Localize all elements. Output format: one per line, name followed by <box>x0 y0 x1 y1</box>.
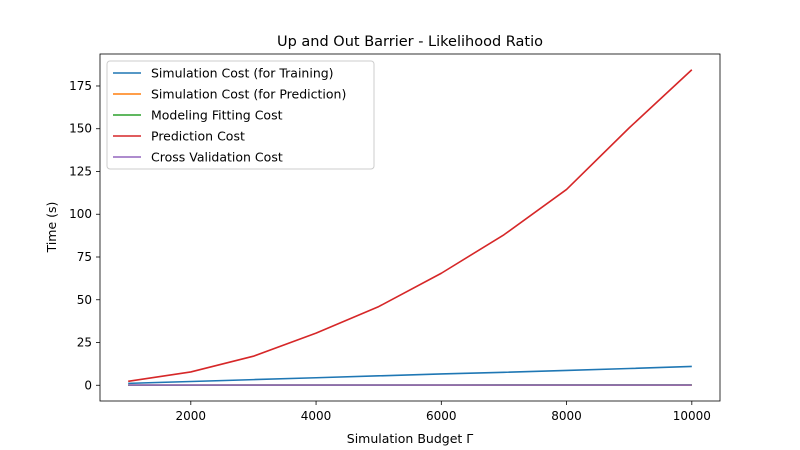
series-line-0 <box>128 365 692 385</box>
series-line-3 <box>128 69 693 383</box>
x-axis: 2000 4000 6000 8000 10000 <box>176 401 711 423</box>
y-tick-label: 50 <box>77 293 92 307</box>
plot-frame <box>99 53 721 402</box>
x-tick-label: 6000 <box>426 409 457 423</box>
x-axis-label: Simulation Budget Γ <box>347 431 473 446</box>
x-tick-label: 10000 <box>673 409 711 423</box>
legend-box <box>106 60 375 170</box>
y-tick-label: 125 <box>69 164 92 178</box>
y-axis-label: Time (s) <box>44 202 59 254</box>
y-tick-label: 75 <box>77 250 92 264</box>
y-axis: 0 25 50 75 100 125 150 175 <box>69 79 100 392</box>
x-tick-label: 4000 <box>301 409 332 423</box>
legend-label-3: Prediction Cost <box>151 129 245 144</box>
y-tick-label: 25 <box>77 336 92 350</box>
series-layer <box>128 69 693 387</box>
y-tick-label: 175 <box>69 79 92 93</box>
x-tick-label: 8000 <box>551 409 582 423</box>
legend-label-4: Cross Validation Cost <box>151 150 283 165</box>
legend: Simulation Cost (for Training) Simulation… <box>106 60 375 170</box>
x-tick-label: 2000 <box>176 409 207 423</box>
chart-title: Up and Out Barrier - Likelihood Ratio <box>277 34 543 50</box>
y-tick-label: 150 <box>69 122 92 136</box>
y-tick-label: 100 <box>69 207 92 221</box>
legend-label-1: Simulation Cost (for Prediction) <box>151 87 346 102</box>
legend-label-0: Simulation Cost (for Training) <box>151 66 334 81</box>
y-tick-label: 0 <box>84 378 92 392</box>
legend-label-2: Modeling Fitting Cost <box>151 108 283 123</box>
